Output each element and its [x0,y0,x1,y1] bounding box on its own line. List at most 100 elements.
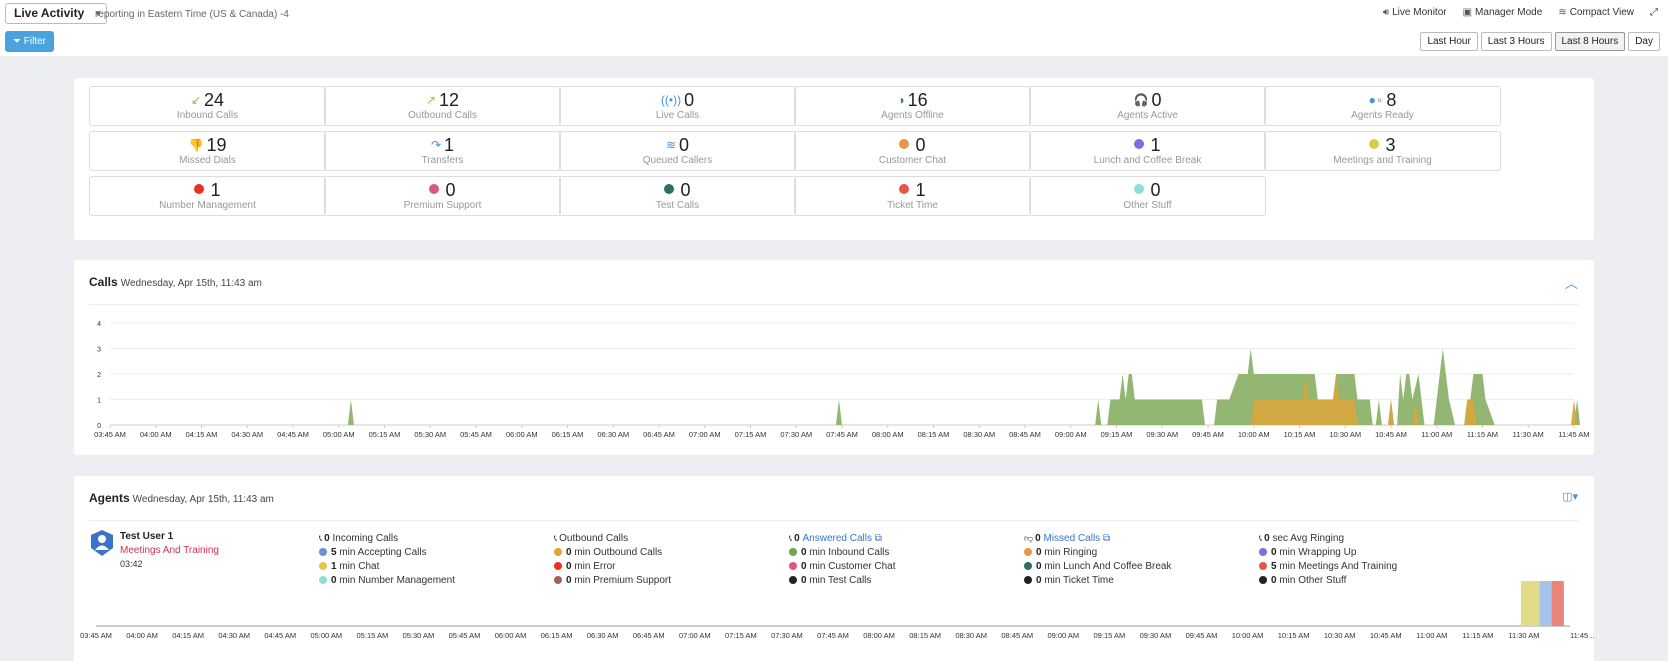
x-tick-label: 07:15 AM [735,430,767,439]
agent-metric[interactable]: 📞︎ 0 Answered Calls ⧉ [789,531,895,546]
agent-name[interactable]: Test User 1 [120,531,174,542]
x-tick-label: 08:15 AM [918,430,950,439]
status-dot-icon [1369,139,1380,149]
range-day[interactable]: Day [1628,32,1660,51]
live-monitor-link[interactable]: 🔊︎ Live Monitor [1383,7,1447,18]
agent-metric: 📞︎ 0 Incoming Calls [319,531,455,546]
stats-panel: ↙ 24 Inbound Calls ↗ 12 Outbound Calls ((•)) 0 L… [74,78,1594,240]
view-selector[interactable]: Live Activity ▾ [5,3,108,24]
status-dot-icon [1024,576,1032,584]
metric-label: min Lunch And Coffee Break [1044,561,1172,572]
metric-label[interactable]: Answered Calls [802,533,872,544]
metric-label[interactable]: Missed Calls [1043,533,1101,544]
calls-panel-title: Calls [89,275,118,289]
range-last-hour[interactable]: Last Hour [1420,32,1478,51]
x-tick-label: 07:45 AM [817,631,849,640]
metric-label: min Ringing [1044,547,1098,558]
x-tick-label: 10:30 AM [1324,631,1356,640]
status-dot-icon [554,562,562,570]
x-tick-label: 07:00 AM [679,631,711,640]
chevron-up-icon[interactable]: ︿ [1564,276,1578,291]
x-tick-label: 09:15 AM [1094,631,1126,640]
stat-value-row: 0 [560,181,795,200]
x-tick-label: 05:00 AM [323,430,355,439]
x-tick-label: 06:00 AM [495,631,527,640]
stat-value-row: 1 [90,181,325,200]
x-tick-label: 10:00 AM [1232,631,1264,640]
stat-value: 24 [204,90,225,110]
timeline-bar [1539,581,1552,626]
agent-metric[interactable]: 👎︎ 0 Missed Calls ⧉ [1024,531,1171,546]
compact-view-label: Compact View [1569,7,1634,18]
range-last-8-hours[interactable]: Last 8 Hours [1554,32,1626,51]
y-tick-label: 1 [97,398,101,405]
x-tick-label: 06:30 AM [587,631,619,640]
stat-label: Outbound Calls [408,110,477,121]
filter-button[interactable]: ⏷ Filter [5,31,55,52]
broadcast-icon: ((•)) [660,93,682,107]
metric-label: min Customer Chat [809,561,896,572]
manager-mode-label: Manager Mode [1475,7,1543,18]
metric-label: min Premium Support [574,575,672,586]
stat-label: Meetings and Training [1333,155,1432,166]
stat-value-row: ●∘ 8 [1265,91,1500,110]
x-tick-label: 09:45 AM [1186,631,1218,640]
stat-value: 1 [444,135,455,155]
outbound-call-icon: ↗ [425,93,437,107]
y-tick-label: 4 [97,321,101,328]
stat-card: 1 Ticket Time [794,176,1031,216]
metric-value: 0 [566,547,575,558]
agent-metric: 0 min Other Stuff [1259,574,1397,588]
series-area-0 [347,348,1581,425]
stat-value: 19 [206,135,227,155]
external-link-icon[interactable]: ⧉ [871,533,882,544]
x-tick-label: 11:30 AM [1513,430,1544,439]
stat-value-row: 3 [1265,136,1500,155]
stat-value-row: 0 [325,181,560,200]
metric-value: 0 [794,533,803,544]
x-tick-label: 04:15 AM [172,631,204,640]
manager-mode-link[interactable]: ▣ Manager Mode [1463,7,1543,18]
status-dot-icon [319,576,327,584]
agent-metric: 0 min Lunch And Coffee Break [1024,560,1171,574]
x-tick-label: 11:45 AM [1558,430,1589,439]
stat-card: ↗ 12 Outbound Calls [324,86,561,126]
agent-metric: 0 min Ringing [1024,546,1171,560]
x-tick-label: 08:00 AM [863,631,895,640]
stat-card: 👎 19 Missed Dials [89,131,326,171]
external-link-icon[interactable]: ⧉ [1100,533,1111,544]
stat-value-row: 🎧 0 [1030,91,1265,110]
stat-label: Agents Active [1117,110,1178,121]
metric-value: 0 [1036,575,1045,586]
agent-status: Meetings And Training [120,545,219,556]
stat-value: 1 [1150,135,1161,155]
stat-card: 1 Lunch and Coffee Break [1029,131,1266,171]
x-tick-label: 04:30 AM [231,430,263,439]
x-tick-label: 09:45 AM [1192,430,1224,439]
agent-metric: 0 min Wrapping Up [1259,546,1397,560]
status-dot-icon [1259,562,1267,570]
stat-label: Missed Dials [179,155,236,166]
stat-value: 0 [1150,180,1161,200]
manager-icon: ▣ [1462,7,1473,18]
expand-icon[interactable]: ⤢ [1650,7,1658,18]
calls-panel-date: Wednesday, Apr 15th, 11:43 am [120,278,262,289]
x-tick-label: 11:15 AM [1462,631,1493,640]
x-tick-label: 08:45 AM [1009,430,1041,439]
x-tick-label: 09:30 AM [1146,430,1178,439]
compact-view-link[interactable]: ≋ Compact View [1558,7,1634,18]
calls-panel-header: Calls Wednesday, Apr 15th, 11:43 am [89,275,262,289]
stat-card: 1 Number Management [89,176,326,216]
metric-value: 5 [331,547,340,558]
x-tick-label: 05:00 AM [310,631,342,640]
agents-panel: Agents Wednesday, Apr 15th, 11:43 am ◫▾ T… [74,476,1594,661]
y-tick-label: 3 [97,347,101,354]
columns-icon[interactable]: ◫▾ [1562,491,1578,503]
x-tick-label: 10:30 AM [1329,430,1361,439]
timeline-bar [1551,581,1564,626]
stat-value: 0 [1151,90,1162,110]
range-last-3-hours[interactable]: Last 3 Hours [1480,32,1552,51]
stat-value: 0 [915,135,926,155]
status-dot-icon [1024,562,1032,570]
metric-value: 0 [1264,533,1273,544]
